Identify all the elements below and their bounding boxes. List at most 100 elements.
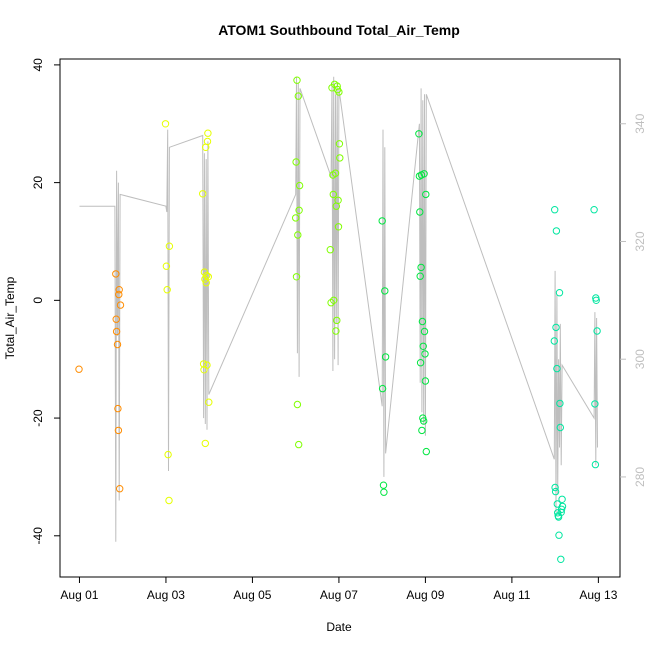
data-point-3-5 [381,353,390,361]
data-point-2-18 [332,327,340,335]
data-point-4-14 [556,423,564,432]
data-point-2-25 [335,88,343,96]
data-point-3-16 [419,342,427,350]
data-point-1-14 [202,271,211,280]
data-point-2-2 [292,273,301,281]
data-point-4-12 [555,289,564,297]
x-tick-label-1: Aug 03 [147,588,185,602]
data-point-2-6 [294,92,302,100]
data-point-1-19 [205,398,213,406]
data-point-1-15 [203,361,211,369]
data-point-0-2 [112,315,120,323]
data-point-4-13 [556,399,564,408]
data-point-1-16 [203,137,212,146]
data-point-4-11 [555,531,563,539]
data-point-3-11 [417,263,425,272]
data-point-2-10 [326,246,334,254]
data-point-3-6 [415,130,423,138]
plot-frame [59,58,621,578]
y-axis-label: Total_Air_Temp [3,276,17,359]
data-point-0-7 [115,290,123,299]
data-point-2-11 [327,299,335,307]
data-point-0-9 [116,485,124,493]
data-point-0-10 [116,301,125,309]
data-point-4-18 [558,495,566,503]
x-tick-label-0: Aug 01 [60,588,98,602]
y-tick-label-3: 20 [31,176,45,190]
chart-title: ATOM1 Southbound Total_Air_Temp [218,22,460,38]
data-point-4-21 [591,400,599,408]
data-point-3-20 [421,350,429,358]
data-point-0-5 [114,404,122,413]
axes: Aug 01 Aug 03 Aug 05 Aug 07 Aug 09 Aug 11 Aug … [31,58,647,602]
data-point-2-23 [334,196,342,205]
data-point-2-4 [293,400,302,409]
data-point-3-1 [378,384,387,393]
data-point-4-17 [557,505,566,513]
data-point-3-22 [422,190,430,199]
x-tick-label-4: Aug 09 [406,588,444,602]
x-tick-label-3: Aug 07 [320,588,358,602]
data-point-1-2 [163,286,171,294]
data-point-3-21 [421,377,430,385]
data-point-2-0 [292,214,300,222]
x-tick-label-2: Aug 05 [233,588,271,602]
data-point-1-11 [201,439,210,448]
data-point-2-7 [295,440,303,449]
data-point-4-6 [553,364,561,373]
x-axis-label: Date [326,620,352,634]
data-point-0-8 [115,286,123,294]
data-point-3-19 [420,327,429,336]
data-point-3-13 [418,426,426,435]
data-point-1-6 [199,190,207,198]
data-point-2-17 [331,169,340,177]
data-point-0-0 [75,365,83,373]
data-point-1-17 [204,129,212,137]
data-point-4-2 [551,483,559,492]
y-tick-label-0: -40 [31,527,45,545]
data-point-4-5 [552,227,561,235]
data-point-1-1 [162,262,171,270]
data-point-4-0 [550,337,558,345]
right-tick-label-1: 300 [633,349,647,369]
data-point-2-1 [292,158,300,166]
y-tick-label-4: 40 [31,58,45,72]
data-point-3-17 [420,417,428,425]
data-point-4-22 [591,460,600,469]
right-tick-label-3: 340 [633,113,647,133]
data-point-0-1 [112,270,120,278]
data-point-4-4 [552,323,560,332]
y-tick-label-1: -20 [31,409,45,427]
data-points [75,76,601,563]
x-tick-label-6: Aug 13 [579,588,617,602]
data-point-3-2 [379,481,388,489]
right-tick-label-2: 320 [633,231,647,251]
data-point-4-20 [590,206,598,214]
data-point-4-1 [551,206,559,214]
data-point-2-5 [294,231,302,239]
data-point-2-26 [335,140,344,148]
data-point-1-3 [164,450,172,459]
data-point-2-14 [329,190,337,199]
data-point-0-3 [112,327,121,336]
data-point-2-8 [295,206,303,215]
data-point-3-18 [420,170,428,178]
data-point-3-9 [416,272,424,280]
data-point-4-15 [557,555,565,563]
data-point-3-0 [378,217,386,225]
data-point-3-15 [419,414,427,422]
data-point-1-18 [204,273,213,281]
data-point-2-3 [293,76,301,84]
y-tick-label-2: 0 [31,297,45,304]
data-point-3-23 [422,447,430,456]
data-point-4-24 [592,296,600,304]
data-point-1-0 [161,120,170,128]
data-point-2-20 [333,316,341,325]
data-point-2-27 [336,154,344,162]
right-tick-label-0: 280 [633,467,647,487]
data-point-3-4 [381,287,389,295]
data-point-4-3 [551,487,560,496]
data-point-4-19 [558,502,567,511]
data-point-3-8 [416,208,424,216]
